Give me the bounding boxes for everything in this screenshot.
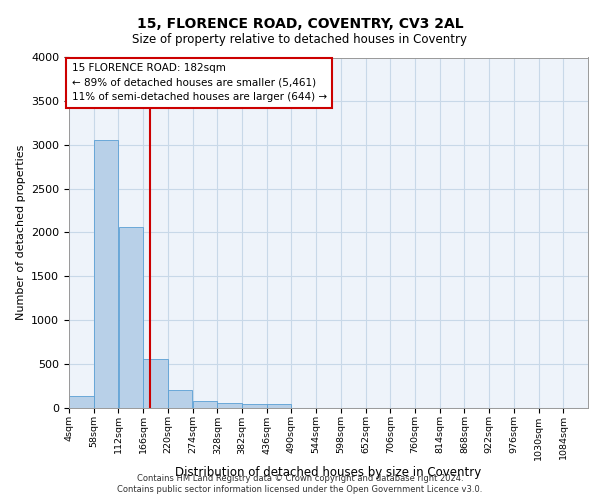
- Text: Contains HM Land Registry data © Crown copyright and database right 2024.
Contai: Contains HM Land Registry data © Crown c…: [118, 474, 482, 494]
- Text: 15, FLORENCE ROAD, COVENTRY, CV3 2AL: 15, FLORENCE ROAD, COVENTRY, CV3 2AL: [137, 18, 463, 32]
- Text: Size of property relative to detached houses in Coventry: Size of property relative to detached ho…: [133, 32, 467, 46]
- Bar: [168, 390, 193, 407]
- Bar: [69, 396, 94, 407]
- Bar: [242, 404, 266, 407]
- X-axis label: Distribution of detached houses by size in Coventry: Distribution of detached houses by size …: [175, 466, 482, 479]
- Y-axis label: Number of detached properties: Number of detached properties: [16, 145, 26, 320]
- Bar: [143, 358, 168, 408]
- Bar: [193, 401, 217, 407]
- Bar: [94, 140, 118, 407]
- Bar: [217, 402, 242, 407]
- Text: 15 FLORENCE ROAD: 182sqm
← 89% of detached houses are smaller (5,461)
11% of sem: 15 FLORENCE ROAD: 182sqm ← 89% of detach…: [71, 62, 327, 102]
- Bar: [119, 227, 143, 408]
- Bar: [267, 404, 292, 407]
